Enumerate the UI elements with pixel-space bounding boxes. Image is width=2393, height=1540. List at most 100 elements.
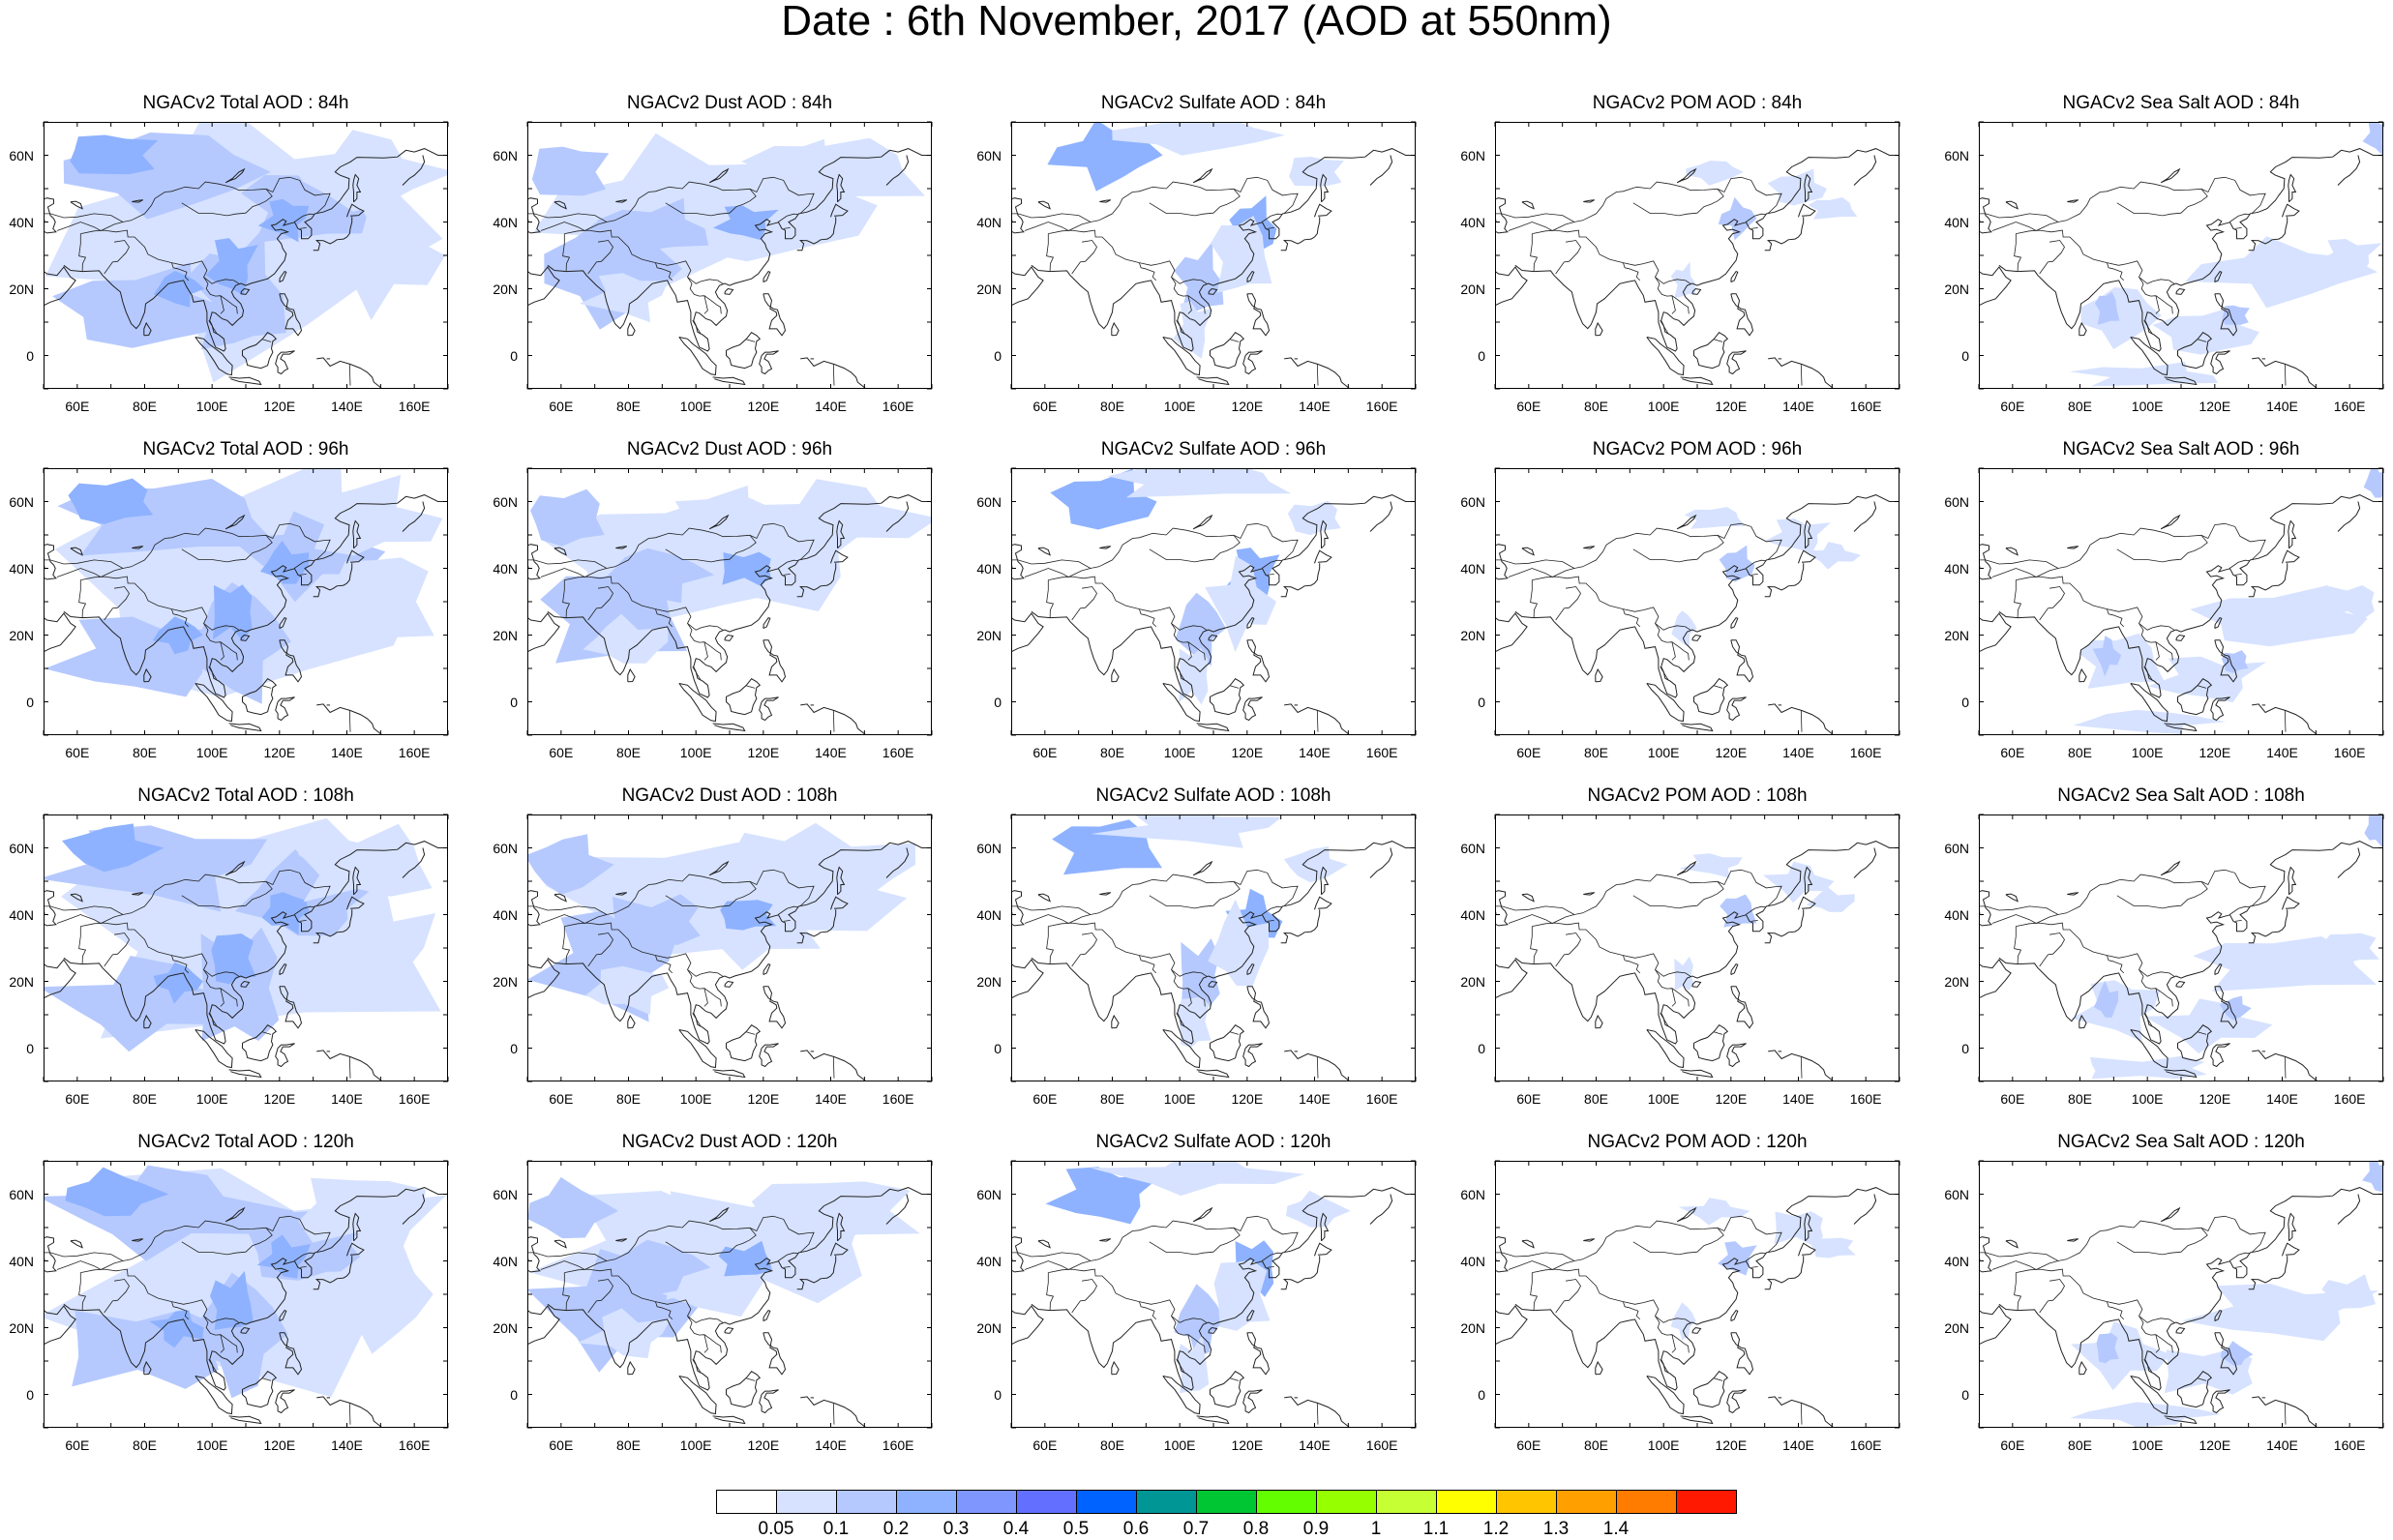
- country-border: [1532, 922, 1691, 977]
- coastline: [1680, 376, 1714, 386]
- coastline: [2214, 293, 2238, 337]
- country-border: [348, 364, 351, 386]
- country-border: [2039, 933, 2065, 967]
- lon-tick-label: 140E: [2266, 1437, 2298, 1453]
- lon-tick-label: 60E: [1032, 745, 1058, 760]
- coastline: [726, 678, 762, 716]
- country-border: [2016, 229, 2175, 284]
- country-border: [1671, 295, 1676, 314]
- country-border: [783, 227, 791, 229]
- coastline: [1853, 1194, 1877, 1225]
- coastline: [712, 723, 746, 732]
- lat-tick-label: 60N: [9, 1186, 34, 1202]
- country-border: [44, 869, 331, 915]
- aod-shading: [2322, 933, 2379, 964]
- country-border: [832, 364, 835, 386]
- lon-tick-label: 140E: [1782, 399, 1814, 414]
- colorbar-box: [1316, 1490, 1377, 1514]
- country-border: [56, 568, 124, 578]
- aod-map-sulfate: [1010, 1160, 1417, 1429]
- lat-tick-label: 20N: [1460, 627, 1485, 643]
- country-border: [1750, 1266, 1758, 1268]
- coastline: [830, 896, 849, 910]
- coastline: [1691, 287, 1702, 295]
- coastline: [1280, 909, 1321, 944]
- coastline: [708, 1206, 730, 1223]
- aod-shading: [2325, 585, 2375, 620]
- lon-tick-label: 140E: [2266, 745, 2298, 760]
- lon-tick-label: 120E: [747, 1437, 780, 1453]
- country-border: [203, 277, 238, 314]
- coastline: [836, 1212, 846, 1242]
- country-border: [1671, 1334, 1676, 1353]
- panel-title: NGACv2 Sulfate AOD : 120h: [1095, 1132, 1331, 1152]
- lon-tick-label: 160E: [1365, 745, 1398, 760]
- lat-tick-label: 60N: [1460, 1186, 1485, 1202]
- aod-map-dust: [526, 1160, 933, 1429]
- aod-shading: [1762, 861, 1835, 903]
- lon-tick-label: 140E: [1782, 745, 1814, 760]
- coastline: [1583, 546, 1596, 549]
- country-border: [1171, 969, 1206, 1007]
- coastline: [1011, 951, 1044, 999]
- country-border: [1660, 1359, 1669, 1374]
- country-border: [262, 1031, 272, 1035]
- coastline: [836, 519, 846, 549]
- country-border: [1660, 666, 1669, 681]
- country-border: [56, 222, 124, 231]
- coastline: [1495, 890, 1509, 927]
- coastline: [242, 1024, 278, 1062]
- panel-title: NGACv2 Dust AOD : 96h: [626, 439, 833, 459]
- coastline: [1583, 1238, 1596, 1242]
- coastline: [547, 148, 932, 352]
- coastline: [1196, 1415, 1230, 1425]
- lat-tick-label: 20N: [9, 627, 34, 643]
- country-border: [746, 339, 756, 342]
- coastline: [279, 1332, 303, 1376]
- lon-tick-label: 120E: [747, 399, 780, 414]
- coastline: [44, 258, 76, 307]
- lat-tick-label: 40N: [493, 906, 518, 923]
- lon-tick-label: 100E: [1163, 745, 1196, 760]
- panel-title: NGACv2 Sea Salt AOD : 108h: [2057, 785, 2305, 806]
- lon-tick-label: 60E: [1516, 745, 1541, 760]
- lon-tick-label: 160E: [1365, 1437, 1398, 1453]
- coastline: [2248, 1256, 2288, 1290]
- country-border: [1048, 922, 1208, 977]
- coastline: [1595, 1014, 1603, 1029]
- coastline: [132, 892, 144, 896]
- aod-shading: [1684, 507, 1746, 529]
- coastline: [2248, 909, 2288, 944]
- coastline: [759, 1389, 779, 1414]
- country-border: [832, 1056, 835, 1079]
- country-border: [262, 1377, 272, 1381]
- lon-tick-label: 100E: [679, 1091, 712, 1107]
- country-border: [1187, 988, 1192, 1007]
- country-border: [527, 522, 815, 569]
- coastline: [527, 951, 560, 999]
- country-border: [527, 176, 815, 222]
- lat-tick-label: 0: [510, 694, 518, 710]
- country-border: [2139, 623, 2173, 661]
- coastline: [242, 332, 278, 370]
- coastline: [712, 376, 746, 386]
- country-border: [665, 189, 757, 217]
- lon-tick-label: 140E: [331, 1437, 363, 1453]
- colorbar-box: [1556, 1490, 1617, 1514]
- country-border: [1071, 1279, 1097, 1314]
- aod-shading: [713, 205, 779, 240]
- coastline: [228, 376, 262, 386]
- lon-tick-label: 100E: [195, 399, 228, 414]
- coastline: [224, 860, 246, 876]
- country-border: [1532, 576, 1691, 631]
- country-border: [1267, 574, 1274, 576]
- country-border: [1714, 1031, 1723, 1035]
- coastline: [346, 896, 365, 910]
- lon-tick-label: 60E: [549, 399, 574, 414]
- coastline: [316, 1050, 383, 1081]
- country-border: [1660, 320, 1669, 335]
- coastline: [759, 696, 779, 722]
- lon-tick-label: 100E: [1647, 1437, 1680, 1453]
- country-border: [1800, 1056, 1803, 1079]
